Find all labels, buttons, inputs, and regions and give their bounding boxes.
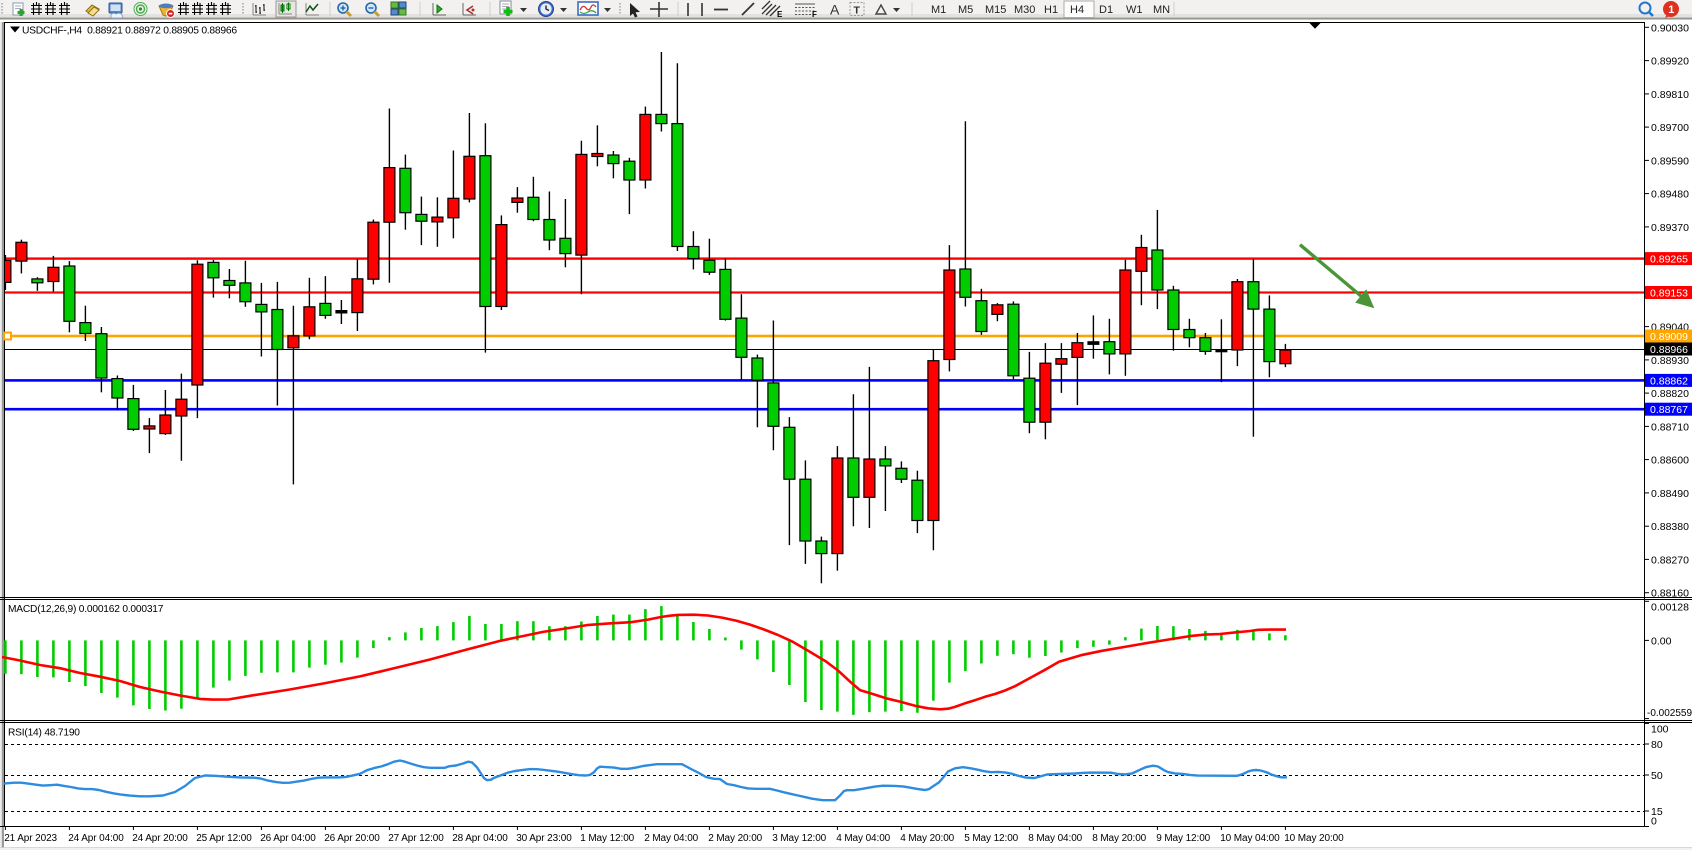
- svg-text:8 May 20:00: 8 May 20:00: [1092, 833, 1146, 844]
- svg-text:MN: MN: [1153, 4, 1170, 16]
- svg-text:F: F: [812, 10, 817, 19]
- svg-text:100: 100: [1651, 724, 1669, 736]
- svg-text:30 Apr 23:00: 30 Apr 23:00: [516, 833, 572, 844]
- svg-text:2 May 20:00: 2 May 20:00: [708, 833, 762, 844]
- svg-text:0.89480: 0.89480: [1651, 189, 1689, 201]
- svg-text:0.89810: 0.89810: [1651, 89, 1689, 101]
- svg-text:0.00: 0.00: [1651, 635, 1672, 647]
- svg-text:D1: D1: [1099, 4, 1113, 16]
- svg-text:0.88490: 0.88490: [1651, 488, 1689, 500]
- svg-text:1 May 12:00: 1 May 12:00: [580, 833, 634, 844]
- svg-text:3 May 12:00: 3 May 12:00: [772, 833, 826, 844]
- svg-text:24 Apr 04:00: 24 Apr 04:00: [68, 833, 124, 844]
- svg-text:80: 80: [1651, 739, 1663, 751]
- svg-text:M5: M5: [958, 4, 973, 16]
- svg-text:50: 50: [1651, 770, 1663, 782]
- svg-text:M1: M1: [931, 4, 946, 16]
- svg-text:MACD(12,26,9) 0.000162 0.00031: MACD(12,26,9) 0.000162 0.000317: [8, 604, 164, 615]
- svg-text:0.89153: 0.89153: [1650, 288, 1688, 300]
- svg-text:9 May 12:00: 9 May 12:00: [1156, 833, 1210, 844]
- svg-text:26 Apr 20:00: 26 Apr 20:00: [324, 833, 380, 844]
- svg-text:27 Apr 12:00: 27 Apr 12:00: [388, 833, 444, 844]
- svg-text:10 May 20:00: 10 May 20:00: [1284, 833, 1344, 844]
- svg-text:0.88966: 0.88966: [1650, 344, 1688, 356]
- svg-text:0.00128: 0.00128: [1651, 602, 1689, 614]
- svg-text:28 Apr 04:00: 28 Apr 04:00: [452, 833, 508, 844]
- svg-text:T: T: [854, 5, 861, 17]
- svg-text:10 May 04:00: 10 May 04:00: [1220, 833, 1280, 844]
- svg-text:H1: H1: [1044, 4, 1058, 16]
- svg-text:21 Apr 2023: 21 Apr 2023: [4, 833, 57, 844]
- svg-text:RSI(14) 48.7190: RSI(14) 48.7190: [8, 728, 80, 739]
- svg-text:0.89265: 0.89265: [1650, 254, 1688, 266]
- svg-text:0.88380: 0.88380: [1651, 521, 1689, 533]
- svg-text:25 Apr 12:00: 25 Apr 12:00: [196, 833, 252, 844]
- svg-text:2 May 04:00: 2 May 04:00: [644, 833, 698, 844]
- svg-text:-0.002559: -0.002559: [1647, 708, 1692, 719]
- svg-text:0.88862: 0.88862: [1650, 375, 1688, 387]
- svg-text:0.88710: 0.88710: [1651, 421, 1689, 433]
- svg-text:15: 15: [1651, 806, 1663, 818]
- svg-text:0: 0: [1651, 816, 1657, 828]
- svg-text:0.89009: 0.89009: [1650, 331, 1688, 343]
- svg-text:M30: M30: [1014, 4, 1035, 16]
- svg-text:0.88160: 0.88160: [1651, 588, 1689, 600]
- svg-text:26 Apr 04:00: 26 Apr 04:00: [260, 833, 316, 844]
- svg-text:W1: W1: [1126, 4, 1143, 16]
- svg-text:A: A: [830, 2, 840, 18]
- svg-text:0.88600: 0.88600: [1651, 455, 1689, 467]
- svg-text:0.88820: 0.88820: [1651, 388, 1689, 400]
- svg-text:E: E: [777, 10, 783, 19]
- svg-text:0.89370: 0.89370: [1651, 222, 1689, 234]
- svg-text:24 Apr 20:00: 24 Apr 20:00: [132, 833, 188, 844]
- svg-text:0.90030: 0.90030: [1651, 22, 1689, 34]
- svg-text:4 May 20:00: 4 May 20:00: [900, 833, 954, 844]
- svg-text:0.89920: 0.89920: [1651, 56, 1689, 68]
- svg-text:8 May 04:00: 8 May 04:00: [1028, 833, 1082, 844]
- svg-text:0.89590: 0.89590: [1651, 155, 1689, 167]
- svg-text:4 May 04:00: 4 May 04:00: [836, 833, 890, 844]
- svg-text:USDCHF-,H4 0.88921 0.88972 0.: USDCHF-,H4 0.88921 0.88972 0.88905 0.889…: [22, 26, 237, 37]
- svg-text:0.88930: 0.88930: [1651, 355, 1689, 367]
- svg-text:H4: H4: [1070, 4, 1084, 16]
- svg-text:1: 1: [1668, 4, 1674, 16]
- svg-text:0.89700: 0.89700: [1651, 122, 1689, 134]
- svg-text:0.88767: 0.88767: [1650, 404, 1688, 416]
- svg-text:M15: M15: [985, 4, 1006, 16]
- svg-text:0.88270: 0.88270: [1651, 554, 1689, 566]
- svg-text:5 May 12:00: 5 May 12:00: [964, 833, 1018, 844]
